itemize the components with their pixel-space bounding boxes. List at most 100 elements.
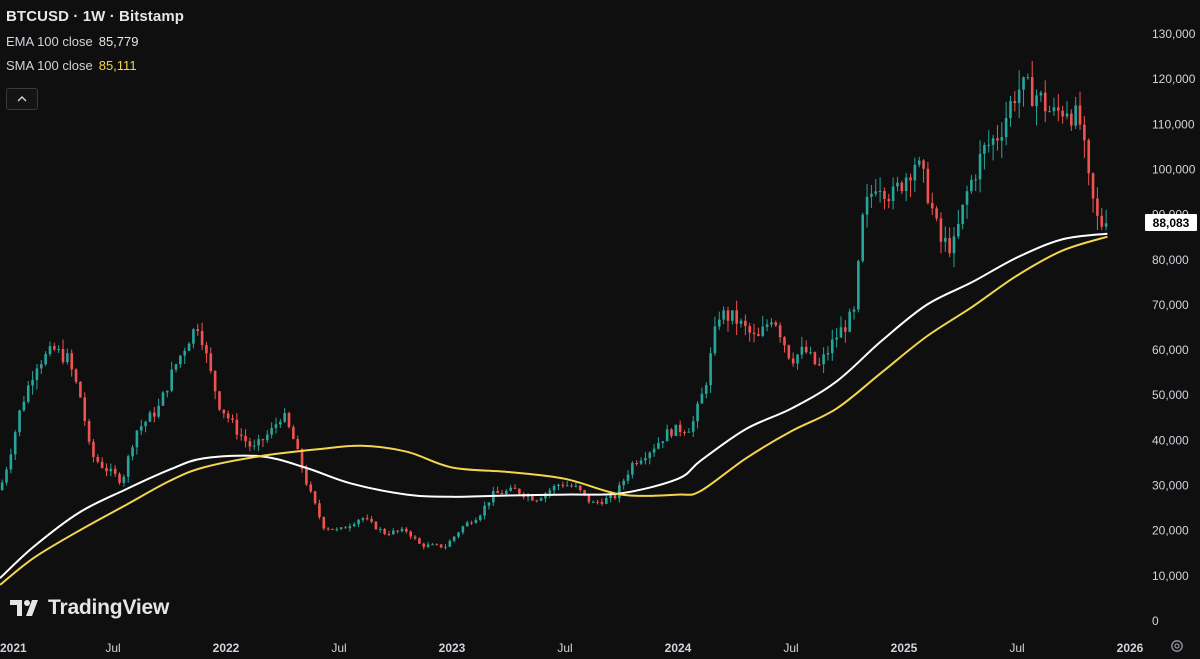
symbol-title[interactable]: BTCUSD · 1W · Bitstamp: [6, 8, 185, 25]
chevron-up-icon: [17, 96, 27, 102]
candle-body: [383, 529, 386, 534]
candle-body: [791, 358, 795, 364]
candle-body: [148, 412, 152, 422]
y-tick-label: 80,000: [1152, 253, 1189, 267]
sma-label: SMA 100 close: [6, 58, 93, 73]
candle-body: [96, 457, 100, 462]
candle-body: [257, 439, 260, 446]
candle-body: [1035, 95, 1038, 107]
y-tick-label: 110,000: [1152, 117, 1195, 131]
candle-body: [539, 498, 543, 501]
candle-body: [830, 339, 834, 354]
candle-body: [279, 421, 282, 425]
candle-body: [218, 391, 221, 410]
x-tick-label: Jul: [783, 641, 798, 655]
candle-body: [205, 345, 208, 354]
candle-body: [922, 160, 925, 169]
y-tick-label: 10,000: [1152, 569, 1189, 583]
candle-body: [400, 528, 404, 532]
candle-body: [722, 310, 725, 320]
candle-body: [935, 208, 938, 219]
candle-body: [183, 350, 187, 356]
candle-body: [570, 485, 573, 487]
candle-body: [600, 501, 604, 504]
x-tick-label: Jul: [105, 641, 120, 655]
candle-body: [1039, 92, 1043, 96]
candle-body: [826, 353, 830, 355]
candle-body: [778, 325, 782, 338]
candle-body: [518, 488, 521, 494]
candle-body: [552, 486, 556, 491]
candle-body: [787, 345, 791, 359]
candle-body: [331, 528, 334, 530]
tradingview-logo[interactable]: TradingView: [10, 596, 169, 620]
y-tick-label: 120,000: [1152, 72, 1196, 86]
candle-body: [983, 144, 986, 154]
y-tick-label: 20,000: [1152, 524, 1189, 538]
candle-body: [930, 202, 934, 209]
sma-legend-row[interactable]: SMA 100 close 85,111: [6, 58, 184, 73]
candle-body: [870, 193, 873, 197]
candle-body: [461, 526, 465, 533]
gear-icon: [1171, 640, 1183, 652]
y-tick-label: 100,000: [1152, 162, 1196, 176]
candle-body: [483, 505, 486, 516]
candle-body: [800, 346, 804, 355]
candle-body: [1048, 111, 1051, 113]
candle-body: [622, 480, 625, 486]
candle-body: [18, 410, 21, 433]
candle-body: [596, 501, 599, 503]
candle-body: [904, 177, 908, 192]
y-tick-label: 50,000: [1152, 388, 1189, 402]
candle-body: [296, 439, 300, 450]
candle-body: [426, 544, 430, 547]
settings-gear[interactable]: [1169, 638, 1185, 659]
candle-body: [783, 337, 786, 346]
current-price-tag: 88,083: [1145, 214, 1197, 231]
candle-body: [961, 204, 964, 224]
candle-body: [0, 482, 4, 491]
candle-body: [53, 346, 56, 350]
candle-body: [352, 524, 356, 527]
candle-body: [39, 364, 43, 369]
candle-body: [387, 533, 391, 535]
candle-body: [378, 529, 382, 531]
candle-body: [392, 530, 395, 535]
x-tick-label: Jul: [1009, 641, 1024, 655]
candle-body: [405, 528, 408, 532]
candle-body: [287, 413, 291, 428]
collapse-legend-button[interactable]: [6, 88, 38, 110]
candle-body: [583, 490, 586, 495]
candle-body: [109, 468, 113, 472]
candle-body: [796, 354, 799, 364]
candle-body: [809, 352, 812, 354]
candle-body: [822, 354, 825, 365]
candle-body: [744, 320, 747, 327]
candle-body: [691, 421, 695, 432]
candle-body: [970, 179, 973, 192]
candle-body: [409, 531, 413, 537]
candle-body: [704, 385, 708, 394]
candle-body: [74, 369, 78, 382]
candle-body: [31, 379, 34, 386]
candle-body: [144, 421, 147, 427]
candle-body: [696, 403, 699, 422]
candle-body: [604, 498, 608, 504]
candle-body: [222, 409, 226, 414]
candle-body: [965, 191, 969, 205]
candle-body: [1070, 113, 1073, 126]
candle-body: [957, 223, 960, 237]
candle-body: [370, 518, 373, 522]
candle-body: [478, 515, 482, 521]
candle-body: [991, 138, 995, 145]
candle-body: [422, 543, 426, 547]
ema-legend-row[interactable]: EMA 100 close 85,779: [6, 34, 184, 49]
candle-body: [122, 476, 126, 483]
candle-body: [1065, 113, 1069, 117]
candle-body: [44, 354, 47, 365]
candle-body: [126, 456, 130, 477]
candle-body: [1091, 173, 1095, 199]
candle-body: [357, 519, 360, 525]
candle-body: [1104, 223, 1108, 227]
